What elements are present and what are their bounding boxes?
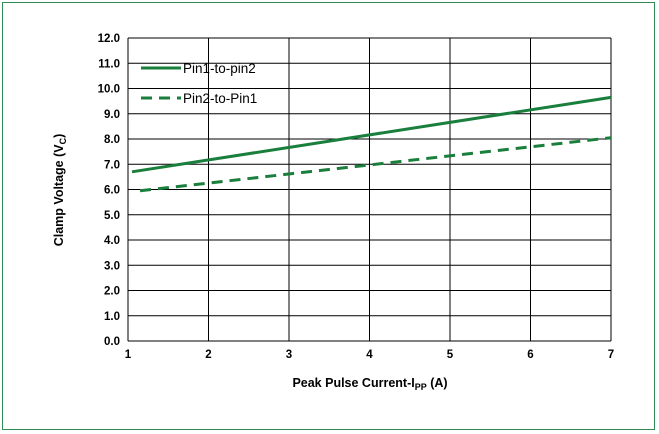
x-tick-label: 5 xyxy=(447,349,454,361)
y-tick-label: 1.0 xyxy=(104,311,120,323)
y-tick-label: 12.0 xyxy=(98,33,120,45)
y-tick-label: 0.0 xyxy=(104,336,120,348)
legend: Pin1-to-pin2 Pin2-to-Pin1 xyxy=(141,61,257,106)
series-line-1 xyxy=(131,95,612,174)
series-line-2 xyxy=(139,136,612,193)
y-tick-label: 3.0 xyxy=(104,260,120,272)
legend-label-2: Pin2-to-Pin1 xyxy=(183,91,257,106)
y-tick-label: 9.0 xyxy=(104,109,120,121)
y-tick-label: 4.0 xyxy=(104,235,120,247)
y-tick-label: 10.0 xyxy=(98,84,120,96)
x-tick-label: 3 xyxy=(286,349,292,361)
chart-frame xyxy=(2,2,655,430)
legend-label-1: Pin1-to-pin2 xyxy=(183,61,256,76)
grid xyxy=(127,37,612,342)
y-axis-ticks: 0.0 1.0 2.0 3.0 4.0 5.0 6.0 7.0 8.0 9.0 10.0 11.0 12… xyxy=(98,33,120,348)
x-tick-label: 7 xyxy=(608,349,614,361)
y-tick-label: 2.0 xyxy=(104,286,120,298)
x-tick-label: 1 xyxy=(125,349,132,361)
x-tick-label: 6 xyxy=(527,349,533,361)
x-axis-ticks: 1 2 3 4 5 6 7 xyxy=(125,349,614,361)
y-axis-title: Clamp Voltage (VC) xyxy=(52,134,68,247)
x-tick-label: 2 xyxy=(205,349,211,361)
y-tick-label: 6.0 xyxy=(104,185,120,197)
y-tick-label: 7.0 xyxy=(104,159,120,171)
x-axis-title: Peak Pulse Current-IPP (A) xyxy=(292,376,447,392)
y-tick-label: 11.0 xyxy=(98,58,120,70)
x-tick-label: 4 xyxy=(366,349,373,361)
y-tick-label: 8.0 xyxy=(104,134,120,146)
y-tick-label: 5.0 xyxy=(104,210,120,222)
series-lines xyxy=(131,95,612,193)
